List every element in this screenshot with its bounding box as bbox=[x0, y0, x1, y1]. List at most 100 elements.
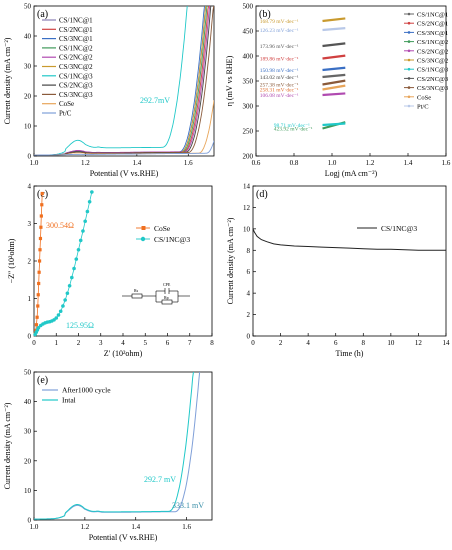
legend-marker bbox=[407, 49, 411, 53]
data-point bbox=[70, 275, 74, 280]
data-point bbox=[35, 315, 39, 319]
legend-entry: CS/2NC@1 bbox=[417, 21, 448, 28]
legend-marker bbox=[407, 104, 411, 108]
y-axis-label: Current density (mA cm⁻²) bbox=[226, 217, 235, 304]
series-line-1 bbox=[322, 54, 346, 60]
legend-entry: Intal bbox=[62, 396, 76, 405]
legend-entry: Pt/C bbox=[59, 110, 72, 118]
annotation: 300.54Ω bbox=[46, 221, 74, 230]
slope-label: 189.86 mV·dec⁻¹ bbox=[260, 57, 299, 63]
x-tick-label: 7 bbox=[188, 339, 192, 347]
legend-entry: CS/2NC@3 bbox=[59, 82, 93, 90]
series-line-10 bbox=[34, 140, 214, 156]
y-tick-label: 500 bbox=[243, 3, 254, 11]
legend-marker bbox=[407, 40, 411, 43]
y-tick-label: 350 bbox=[243, 78, 254, 86]
x-tick-label: 0 bbox=[251, 339, 255, 347]
y-tick-label: 40 bbox=[24, 398, 32, 406]
slope-label: 150.98 mV·dec⁻¹ bbox=[260, 68, 299, 74]
x-tick-label: 6 bbox=[166, 339, 170, 347]
y-tick-label: 30 bbox=[24, 63, 32, 71]
legend-marker bbox=[407, 12, 411, 16]
x-tick-label: 8 bbox=[362, 339, 366, 347]
y-tick-label: 8 bbox=[247, 247, 251, 255]
y-axis-label: Current density (mA cm⁻²) bbox=[3, 402, 12, 489]
plot-frame bbox=[33, 185, 213, 337]
data-point bbox=[54, 316, 59, 320]
legend-entry: After1000 cycle bbox=[62, 386, 111, 395]
series-line-9 bbox=[322, 84, 346, 91]
x-axis-label: Potential (V vs.RHE) bbox=[90, 169, 159, 178]
x-tick-label: 1.4 bbox=[132, 159, 141, 167]
circuit-label: Rs bbox=[134, 288, 139, 293]
panel-label: (d) bbox=[256, 189, 268, 200]
data-point bbox=[81, 229, 85, 233]
series-line-7 bbox=[322, 42, 346, 48]
y-tick-label: 2 bbox=[28, 258, 32, 266]
data-point bbox=[85, 209, 90, 214]
x-tick-label: 1.6 bbox=[182, 523, 191, 531]
x-tick-label: 1.6 bbox=[184, 159, 193, 167]
y-tick-label: 50 bbox=[24, 369, 32, 377]
y-tick-label: 10 bbox=[24, 123, 32, 131]
legend-marker bbox=[407, 21, 411, 25]
legend-entry: CS/3NC@3 bbox=[59, 91, 93, 99]
y-tick-label: 0 bbox=[28, 333, 32, 341]
data-point bbox=[63, 298, 67, 302]
y-tick-label: 10 bbox=[243, 225, 251, 233]
data-point bbox=[87, 199, 92, 204]
y-tick-label: 1 bbox=[28, 295, 32, 303]
x-tick-label: 1.2 bbox=[81, 159, 90, 167]
y-tick-label: 12 bbox=[243, 204, 251, 212]
legend-marker bbox=[407, 95, 411, 99]
data-point bbox=[34, 323, 39, 327]
legend-entry: CS/1NC@3 bbox=[59, 72, 93, 80]
series-line-6 bbox=[322, 122, 346, 127]
annotation: 292.7 mV bbox=[144, 475, 176, 484]
x-tick-label: 1.2 bbox=[80, 523, 89, 531]
x-axis-label: Logj (mA cm⁻²) bbox=[325, 169, 378, 178]
series-line-8 bbox=[322, 79, 346, 86]
x-tick-label: 2 bbox=[77, 339, 81, 347]
legend-entry: CS/2NC@1 bbox=[59, 26, 93, 34]
y-tick-label: 0 bbox=[28, 153, 32, 161]
plot-frame bbox=[33, 5, 215, 157]
y-axis-label: −Z″ (10²ohm) bbox=[7, 238, 16, 283]
data-point bbox=[72, 266, 76, 271]
legend-entry: CS/1NC@2 bbox=[417, 39, 448, 46]
plot-frame bbox=[33, 371, 213, 521]
legend-marker bbox=[140, 236, 146, 242]
circuit-label: Rp bbox=[164, 295, 169, 300]
y-tick-label: 50 bbox=[24, 3, 32, 11]
y-tick-label: 3 bbox=[28, 220, 32, 228]
y-tick-label: 10 bbox=[24, 487, 32, 495]
panel-label: (b) bbox=[259, 9, 271, 20]
series-line-5 bbox=[322, 17, 346, 23]
series-line-6 bbox=[34, 6, 188, 156]
series-line-0 bbox=[322, 73, 346, 79]
x-axis-label: Time (h) bbox=[336, 349, 364, 358]
data-point bbox=[36, 325, 41, 330]
slope-label: 258.31 mV·dec⁻¹ bbox=[260, 88, 299, 94]
series-line-0 bbox=[34, 372, 201, 520]
data-point bbox=[40, 203, 44, 207]
data-point bbox=[67, 283, 72, 288]
data-point bbox=[38, 236, 43, 241]
slope-label: 98.71 mV·dec⁻¹ bbox=[274, 123, 310, 129]
legend-entry: CoSe bbox=[59, 100, 74, 108]
slope-label: 143.02 mV·dec⁻¹ bbox=[260, 75, 299, 81]
panel-label: (a) bbox=[37, 9, 48, 20]
legend-marker bbox=[407, 58, 411, 62]
x-tick-label: 3 bbox=[99, 339, 103, 347]
y-tick-label: 20 bbox=[24, 457, 32, 465]
y-tick-label: 4 bbox=[28, 183, 32, 191]
legend-marker bbox=[141, 226, 146, 230]
data-point bbox=[37, 259, 42, 263]
x-tick-label: 0.8 bbox=[290, 159, 299, 167]
y-tick-label: 4 bbox=[247, 290, 251, 298]
circuit-inset: Rs CPE Rp bbox=[122, 282, 190, 305]
data-point bbox=[39, 214, 43, 218]
y-tick-label: 250 bbox=[243, 128, 254, 136]
legend-entry: Pt/C bbox=[417, 104, 429, 111]
x-tick-label: 1.4 bbox=[404, 159, 413, 167]
